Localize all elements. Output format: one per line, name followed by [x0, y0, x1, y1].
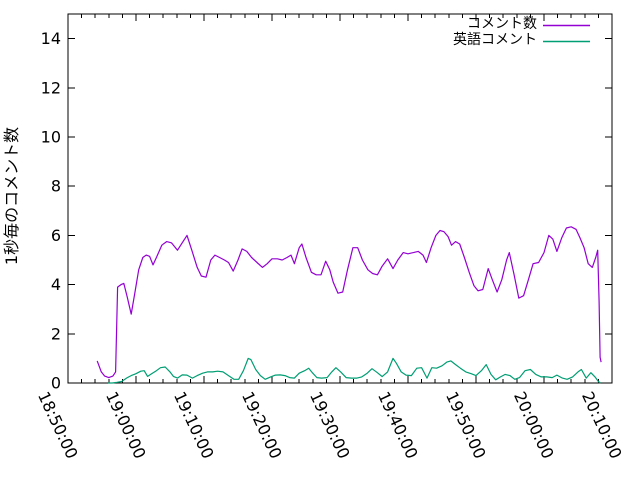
x-tick-label: 19:00:00	[102, 389, 150, 462]
x-tick-label: 19:20:00	[238, 389, 286, 462]
y-tick-label: 12	[41, 78, 61, 97]
y-tick-label: 14	[41, 29, 61, 48]
y-tick-label: 8	[51, 177, 61, 196]
legend-label-comments: コメント数	[467, 16, 537, 32]
x-tick-label: 19:40:00	[374, 389, 422, 462]
y-tick-label: 0	[51, 374, 61, 393]
y-tick-label: 2	[51, 324, 61, 343]
y-tick-label: 4	[51, 275, 61, 294]
x-tick-label: 19:10:00	[170, 389, 218, 462]
plot-border	[67, 13, 613, 384]
x-tick-label: 19:30:00	[306, 389, 354, 462]
x-tick-label: 18:50:00	[34, 389, 82, 462]
x-tick-label: 20:00:00	[510, 389, 558, 462]
y-tick-label: 10	[41, 128, 61, 147]
x-tick-label: 20:10:00	[578, 389, 626, 462]
series-line-0	[96, 226, 602, 379]
legend-label-english-comments: 英語コメント	[453, 31, 537, 48]
y-tick-label: 6	[51, 226, 61, 245]
legend: コメント数 英語コメント	[453, 16, 590, 48]
plot-area: 18:50:00 19:00:00 19:10:00 19:20:00 19:30:00…	[34, 13, 626, 462]
series-line-1	[108, 357, 601, 384]
x-tick-label: 19:50:00	[442, 389, 490, 462]
y-axis-title: 1秒毎のコメント数	[2, 127, 21, 265]
